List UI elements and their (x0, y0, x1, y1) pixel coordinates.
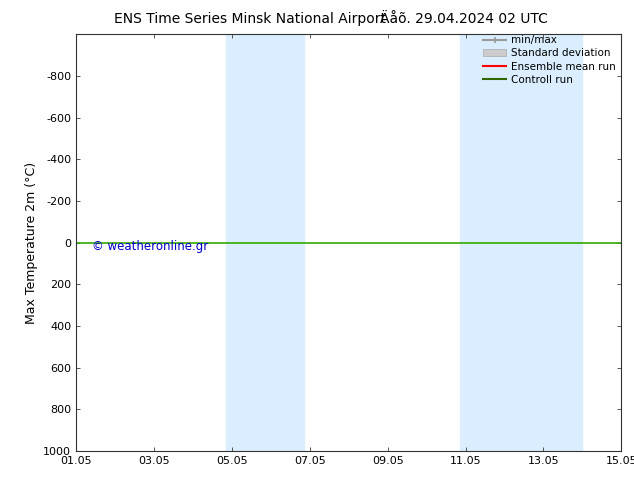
Bar (226, 34, 304, 451)
Text: ENS Time Series Minsk National Airport: ENS Time Series Minsk National Airport (114, 12, 386, 26)
Y-axis label: Max Temperature 2m (°C): Max Temperature 2m (°C) (25, 162, 37, 323)
Bar (460, 34, 583, 451)
Text: Äåõ. 29.04.2024 02 UTC: Äåõ. 29.04.2024 02 UTC (380, 12, 548, 26)
Legend: min/max, Standard deviation, Ensemble mean run, Controll run: min/max, Standard deviation, Ensemble me… (483, 35, 616, 85)
Text: © weatheronline.gr: © weatheronline.gr (93, 241, 209, 253)
